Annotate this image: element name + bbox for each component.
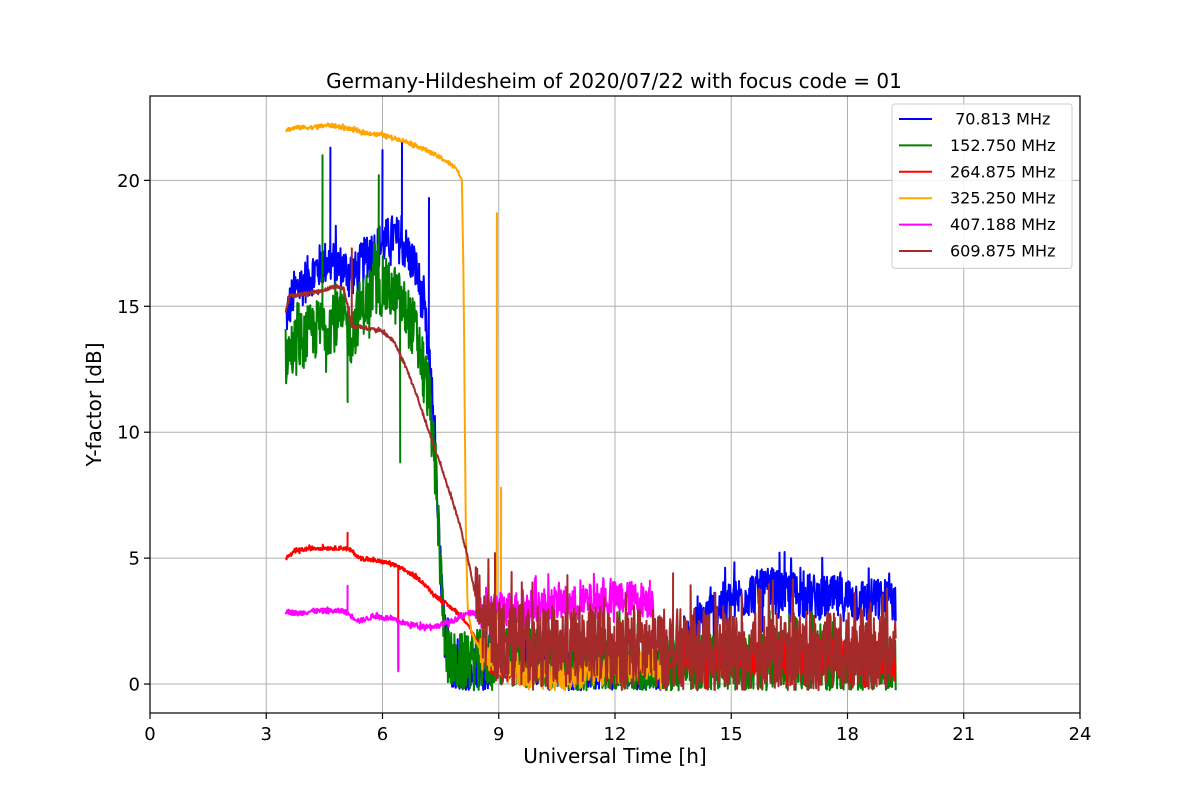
y-tick-label: 0 xyxy=(129,675,140,696)
axis-ticks: 0 3 6 9 12 15 18 21 24 0 5 10 15 20 xyxy=(117,171,1091,745)
legend-box xyxy=(891,103,1073,269)
legend-label: 152.750 MHz xyxy=(950,136,1055,155)
series-group xyxy=(284,122,897,692)
legend-label: 70.813 MHz xyxy=(950,110,1050,129)
x-tick-label: 6 xyxy=(377,724,388,745)
x-tick-label: 21 xyxy=(952,724,975,745)
x-tick-label: 0 xyxy=(144,724,155,745)
grid xyxy=(150,96,1080,713)
x-tick-label: 12 xyxy=(604,724,627,745)
x-axis-label: Universal Time [h] xyxy=(523,744,706,768)
y-tick-label: 5 xyxy=(129,549,140,570)
x-tick-label: 18 xyxy=(836,724,859,745)
y-tick-label: 20 xyxy=(117,171,140,192)
legend-label: 407.188 MHz xyxy=(950,215,1055,234)
y-axis-label: Y-factor [dB] xyxy=(82,342,106,467)
series-line-6 xyxy=(284,247,897,692)
y-tick-label: 10 xyxy=(117,423,140,444)
x-tick-label: 3 xyxy=(261,724,272,745)
legend-label: 325.250 MHz xyxy=(950,189,1055,208)
legend-label: 609.875 MHz xyxy=(950,242,1055,261)
x-tick-label: 9 xyxy=(493,724,504,745)
x-tick-label: 24 xyxy=(1069,724,1092,745)
y-tick-label: 15 xyxy=(117,297,140,318)
legend: 70.813 MHz 152.750 MHz 264.875 MHz 325.250 … xyxy=(891,103,1073,269)
x-tick-label: 15 xyxy=(720,724,743,745)
legend-label: 264.875 MHz xyxy=(950,162,1055,181)
chart-title: Germany-Hildesheim of 2020/07/22 with fo… xyxy=(326,69,902,93)
